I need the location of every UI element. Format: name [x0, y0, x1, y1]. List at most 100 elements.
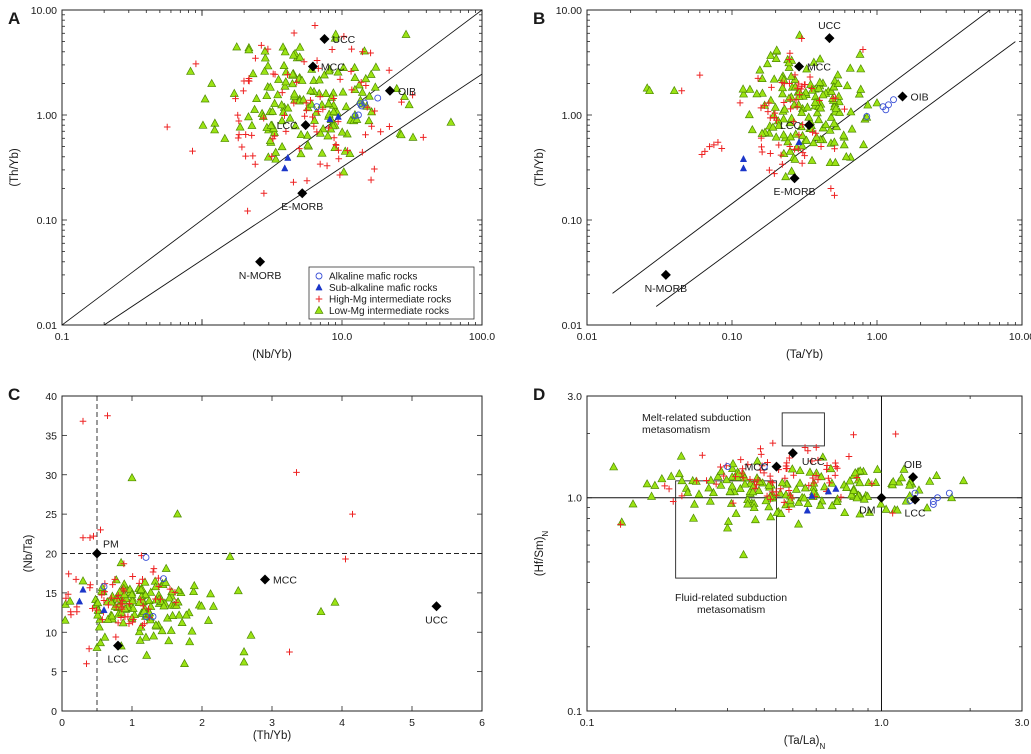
panel-d-point-highmg — [780, 499, 788, 506]
panel-a-legend-symbol-subalkaline — [315, 283, 323, 291]
panel-d-point-lowmg — [881, 504, 891, 513]
panel-c-x-tick-label: 3 — [269, 717, 275, 729]
panel-b-point-alkaline — [890, 96, 897, 104]
panel-d-point-highmg — [781, 474, 789, 482]
panel-b-point-lowmg — [834, 91, 844, 100]
panel-c-point-lowmg — [142, 650, 152, 659]
panel-d-point-highmg — [737, 456, 745, 463]
panel-d-point-lowmg — [708, 487, 718, 497]
panel-d-point-alkaline — [929, 501, 937, 508]
panel-d-point-lowmg — [676, 451, 686, 460]
panel-d-point-lowmg — [761, 495, 771, 505]
panel-a-point-highmg — [307, 96, 314, 104]
panel-b-point-lowmg — [797, 141, 807, 150]
panel-a-point-highmg — [238, 143, 246, 151]
panel-c-point-highmg — [62, 594, 70, 602]
panel-a-point-subalkaline — [334, 112, 342, 120]
panel-a-point-lowmg — [302, 130, 312, 139]
panel-d-point-highmg — [703, 477, 710, 484]
panel-d-point-lowmg — [674, 468, 684, 478]
panel-b-point-highmg — [786, 56, 793, 63]
panel-b-point-lowmg — [771, 132, 781, 141]
panel-d-point-highmg — [805, 482, 813, 489]
panel-a-point-highmg — [359, 48, 366, 56]
panel-c-point-highmg — [79, 417, 87, 425]
panel-a-series-lowmg — [186, 29, 456, 176]
panel-a-point-lowmg — [317, 148, 327, 157]
panel-d-point-highmg — [665, 485, 673, 493]
panel-c-point-lowmg — [208, 601, 218, 610]
panel-b-ref-e-morb-marker — [789, 173, 800, 184]
panel-c-x-tick-label: 1 — [129, 717, 135, 729]
panel-a-point-highmg — [316, 160, 324, 168]
panel-a-point-lowmg — [309, 115, 319, 124]
panel-a-point-highmg — [385, 66, 393, 74]
panel-b-point-highmg — [801, 81, 808, 88]
panel-b-point-lowmg — [804, 112, 814, 121]
panel-b-series-subalkaline — [739, 138, 803, 172]
panel-d-point-highmg — [831, 472, 839, 479]
panel-c-point-highmg — [150, 565, 158, 572]
panel-b-point-lowmg — [791, 129, 801, 138]
panel-d-ref-dm-marker — [876, 492, 887, 503]
panel-c-point-highmg — [118, 603, 126, 611]
panel-d-point-lowmg — [743, 499, 753, 508]
panel-d-point-lowmg — [739, 549, 749, 559]
panel-d-point-lowmg — [723, 516, 733, 525]
panel-a-point-highmg — [192, 60, 200, 68]
panel-b-point-highmg — [786, 96, 794, 104]
panel-d-point-lowmg — [795, 478, 805, 487]
panel-a-point-highmg — [290, 178, 297, 186]
panel-d-point-lowmg — [764, 502, 774, 511]
panel-b-point-highmg — [754, 75, 762, 82]
panel-c-point-highmg — [97, 526, 104, 534]
panel-a-point-lowmg — [220, 133, 230, 142]
panel-b-point-lowmg — [833, 70, 843, 79]
panel-d-point-lowmg — [859, 494, 869, 503]
panel-a-y-tick-label: 10.00 — [31, 5, 57, 17]
panel-c-point-lowmg — [168, 610, 178, 620]
panel-b-point-subalkaline — [795, 138, 803, 146]
panel-b-point-lowmg — [826, 112, 836, 121]
panel-c-point-lowmg — [330, 597, 340, 606]
panel-b-point-highmg — [859, 46, 867, 53]
panel-b-ref-ucc-label: UCC — [818, 20, 841, 32]
panel-b-point-highmg — [706, 143, 713, 150]
panel-b-x-axis-label: (Ta/Yb) — [786, 349, 823, 361]
panel-d-point-highmg — [808, 457, 816, 465]
panel-b-point-highmg — [786, 143, 794, 150]
panel-a-legend-symbol-highmg — [315, 295, 323, 303]
panel-c-point-alkaline — [142, 553, 150, 561]
panel-c-point-highmg — [99, 616, 106, 623]
panel-c-series-alkaline — [100, 553, 167, 620]
panel-d-point-highmg — [790, 471, 797, 479]
panel-d-point-subalkaline — [824, 487, 832, 495]
panel-a-point-lowmg — [330, 33, 340, 42]
panel-c-point-lowmg — [128, 596, 138, 605]
panel-a-point-lowmg — [232, 42, 242, 51]
panel-c-point-lowmg — [144, 595, 154, 604]
panel-c-ref-lcc-marker — [113, 640, 123, 651]
panel-a-point-highmg — [336, 171, 344, 179]
panel-a-point-highmg — [268, 153, 276, 160]
panel-c-point-highmg — [65, 570, 72, 578]
panel-c-point-lowmg — [185, 636, 195, 646]
panel-c-plot-area — [62, 396, 482, 711]
panel-c-point-lowmg — [127, 589, 137, 598]
panel-b-point-lowmg — [814, 83, 824, 92]
panel-d-y-axis-label-text: (Hf/Sm) — [534, 536, 546, 576]
panel-a-point-lowmg — [314, 75, 324, 84]
panel-b-y-tick-label: 0.01 — [562, 320, 583, 332]
panel-d-point-highmg — [823, 466, 830, 473]
panel-c-point-highmg — [107, 594, 115, 602]
panel-a-point-lowmg — [288, 69, 298, 78]
panel-b-point-lowmg — [842, 80, 852, 90]
panel-a-point-highmg — [240, 87, 247, 95]
panel-b-point-lowmg — [781, 171, 791, 181]
panel-d-y-tick-label: 1.0 — [567, 493, 582, 505]
panel-a-point-highmg — [251, 160, 259, 168]
panel-b-point-lowmg — [806, 79, 816, 88]
panel-a-point-lowmg — [271, 154, 281, 163]
panel-c-point-lowmg — [93, 597, 103, 607]
panel-b-y-axis-label: (Th/Yb) — [534, 148, 546, 187]
